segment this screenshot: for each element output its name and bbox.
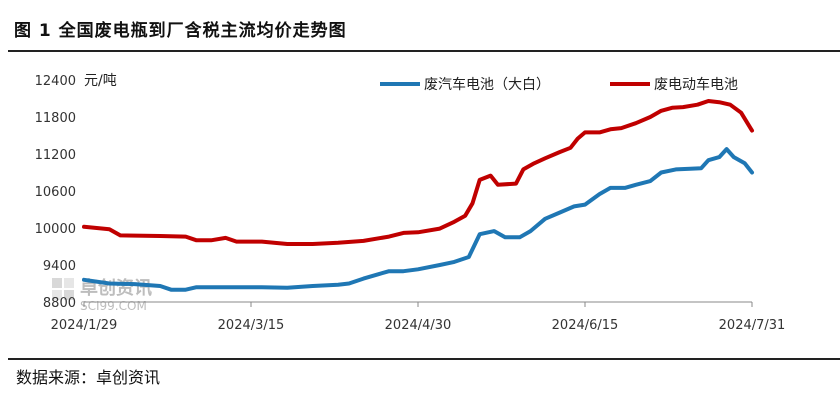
bottom-rule bbox=[8, 358, 840, 360]
watermark-site: SCI99.COM bbox=[80, 299, 147, 313]
series-lines bbox=[82, 99, 754, 292]
y-tick-label: 10000 bbox=[35, 222, 76, 237]
legend: 废汽车电池（大白） 废电动车电池 bbox=[380, 76, 738, 93]
y-tick-label: 11200 bbox=[35, 148, 76, 163]
y-tick-label: 12400 bbox=[35, 74, 76, 89]
y-axis-unit: 元/吨 bbox=[84, 73, 117, 89]
x-tick-label: 2024/3/15 bbox=[218, 318, 285, 333]
y-tick-label: 8800 bbox=[43, 296, 76, 311]
source-note: 数据来源：卓创资讯 bbox=[16, 368, 161, 387]
x-tick-label: 2024/6/15 bbox=[552, 318, 619, 333]
figure-header: 图 1 全国废电瓶到厂含税主流均价走势图 bbox=[8, 6, 840, 360]
series-line-1 bbox=[82, 147, 754, 292]
y-tick-label: 10600 bbox=[35, 185, 76, 200]
top-rule bbox=[8, 50, 840, 52]
series-line-2 bbox=[82, 99, 754, 246]
y-axis: 8800 9400 10000 10600 11200 11800 12400 bbox=[35, 74, 76, 311]
legend-label-2: 废电动车电池 bbox=[654, 76, 738, 93]
figure-title: 图 1 全国废电瓶到厂含税主流均价走势图 bbox=[14, 21, 347, 41]
x-tick-label: 2024/1/29 bbox=[51, 318, 118, 333]
x-tick-label: 2024/7/31 bbox=[719, 318, 786, 333]
x-axis: 2024/1/29 2024/3/15 2024/4/30 2024/6/15 2024… bbox=[51, 301, 786, 333]
x-tick-label: 2024/4/30 bbox=[385, 318, 452, 333]
watermark-logo-icon bbox=[52, 278, 74, 300]
y-tick-label: 9400 bbox=[43, 259, 76, 274]
legend-label-1: 废汽车电池（大白） bbox=[424, 76, 550, 93]
y-tick-label: 11800 bbox=[35, 111, 76, 126]
